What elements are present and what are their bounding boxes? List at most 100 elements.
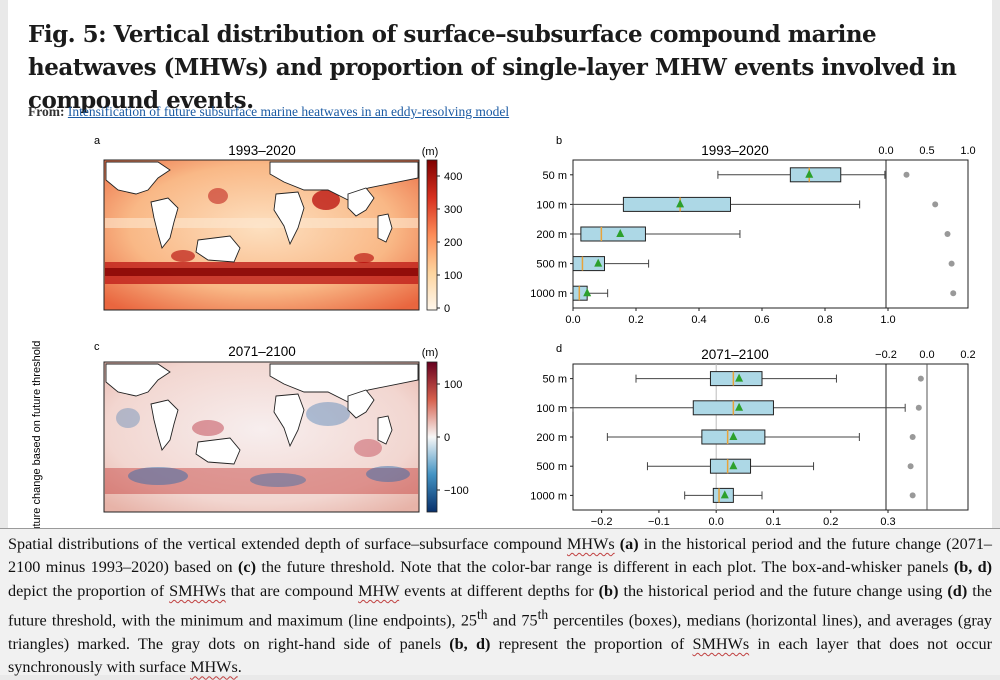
colorbar-c-tick: −100 <box>444 485 469 497</box>
caption-term: SMHWs <box>692 635 750 654</box>
caption-fragment: in each layer that does not occur synchr… <box>8 635 992 677</box>
x-tick-label: 0.0 <box>565 314 580 326</box>
side-dot <box>932 201 939 208</box>
mean-marker <box>805 169 814 178</box>
side-axis-tick-label: 0.0 <box>878 145 893 157</box>
mean-marker <box>676 199 685 208</box>
caption-fragment: the future threshold. Note that the colo… <box>255 558 954 577</box>
panel-a-letter: a <box>94 135 101 147</box>
colorbar-c-tick: 0 <box>444 432 450 444</box>
side-dot <box>950 290 957 297</box>
panel-a-title: 1993–2020 <box>228 143 296 158</box>
panel-a-unit: (m) <box>422 146 439 158</box>
caption-fragment: that are compound <box>225 581 359 600</box>
side-dot <box>917 375 924 382</box>
caption-term: MHW <box>358 581 400 600</box>
caption-fragment: in the historical period and the future … <box>8 535 993 577</box>
iqr-box <box>709 458 752 474</box>
y-tick-label: 500 m <box>536 259 567 271</box>
iqr-box <box>580 226 646 242</box>
caption-term: SMHWs <box>169 581 226 600</box>
caption-fragment: and 75 <box>487 611 538 630</box>
x-tick-label: 0.2 <box>628 314 643 326</box>
mean-marker <box>729 461 738 470</box>
side-dot <box>948 260 955 267</box>
caption-term: MHWs <box>566 535 615 553</box>
source-label: From: <box>28 104 65 119</box>
caption-fragment: . <box>237 658 242 677</box>
y-tick-label: 500 m <box>536 461 567 473</box>
side-axis-tick-label: 0.0 <box>919 349 934 361</box>
caption-fragment: the future threshold, with the minimum a… <box>8 581 992 630</box>
x-tick-label: −0.1 <box>648 516 670 528</box>
y-tick-label: 50 m <box>543 374 567 386</box>
iqr-box <box>572 256 605 272</box>
panel-a-map <box>103 159 420 311</box>
y-tick-label: 1000 m <box>530 490 567 502</box>
figure-caption: Spatial distributions of the vertical ex… <box>0 528 1000 676</box>
source-article-link[interactable]: Intensification of future subsurface mar… <box>67 104 510 119</box>
panel-b-boxplot: 0.0 0.2 0.4 0.6 0.8 1.0 0.0 0.5 1.0 50 m 100 m 200 … <box>530 145 975 326</box>
side-dot <box>909 434 916 440</box>
caption-panel-ref: (b, d) <box>953 558 993 577</box>
figure-title: Fig. 5: Vertical distribution of surface… <box>28 21 957 114</box>
caption-superscript: th <box>537 607 549 623</box>
y-tick-label: 200 m <box>536 432 567 444</box>
colorbar-a-tick: 0 <box>444 303 450 315</box>
colorbar-a-tick: 300 <box>444 204 462 216</box>
side-axis-tick-label: 0.2 <box>960 349 975 361</box>
caption-fragment: the historical period and the future cha… <box>618 581 948 600</box>
x-tick-label: 0.2 <box>823 516 838 528</box>
caption-fragment: depict the proportion of <box>8 581 170 600</box>
caption-term: MHWs <box>190 658 238 677</box>
y-tick-label: 200 m <box>536 229 567 241</box>
side-dot <box>909 492 916 499</box>
y-tick-label: 100 m <box>536 199 567 211</box>
panel-a-colorbar: 400 300 200 100 0 <box>426 159 462 315</box>
panel-d-boxplot: −0.2 −0.1 0.0 0.1 0.2 0.3 −0.2 0.0 0.2 50 m 100 m 2… <box>530 349 975 528</box>
x-tick-label: 0.6 <box>754 314 769 326</box>
panel-c-continents <box>105 363 419 465</box>
x-tick-label: 0.1 <box>766 516 781 528</box>
caption-fragment: represent the proportion of <box>490 635 693 654</box>
caption-fragment: Spatial distributions of the vertical ex… <box>8 535 567 553</box>
x-tick-label: −0.2 <box>591 516 613 528</box>
x-tick-label: 0.8 <box>817 314 832 326</box>
panel-c-map <box>103 361 420 513</box>
iqr-box <box>622 196 732 212</box>
colorbar-a-tick: 400 <box>444 171 462 183</box>
mean-marker <box>583 288 592 297</box>
panel-b-title: 1993–2020 <box>701 143 769 158</box>
x-tick-label: 1.0 <box>880 314 895 326</box>
caption-text: Spatial distributions of the vertical ex… <box>8 533 992 680</box>
caption-superscript: th <box>477 607 488 623</box>
panel-c-title: 2071–2100 <box>228 344 296 359</box>
caption-fragment: percentiles (boxes), medians (horizontal… <box>8 611 992 654</box>
x-tick-label: 0.3 <box>880 516 895 528</box>
colorbar-a-tick: 200 <box>444 237 462 249</box>
mean-marker <box>720 490 729 499</box>
colorbar-a-tick: 100 <box>444 270 462 282</box>
panel-d-letter: d <box>556 343 562 355</box>
mean-marker <box>594 258 603 267</box>
caption-panel-ref: (d) <box>947 581 968 600</box>
figure-page: Fig. 5: Vertical distribution of surface… <box>8 0 992 528</box>
side-dot <box>944 231 951 237</box>
caption-panel-ref: (c) <box>238 558 256 577</box>
y-tick-label: 100 m <box>536 403 567 415</box>
caption-panel-ref: (a) <box>619 535 639 553</box>
y-tick-label: 50 m <box>543 170 567 182</box>
panel-c-colorbar: 100 0 −100 <box>426 361 469 513</box>
side-dot <box>915 404 922 411</box>
mean-marker <box>616 229 625 237</box>
x-tick-label: 0.4 <box>691 314 706 326</box>
mean-marker <box>735 402 744 411</box>
figure-image: a 1993–2020 (m) <box>31 135 976 528</box>
side-axis-tick-label: 1.0 <box>960 145 975 157</box>
mean-marker <box>735 373 744 382</box>
x-tick-label: 0.0 <box>709 516 724 528</box>
source-line: From: Intensification of future subsurfa… <box>28 104 509 120</box>
panel-c-side-label: Future change based on future threshold <box>31 341 43 528</box>
panel-d-title: 2071–2100 <box>701 347 769 362</box>
